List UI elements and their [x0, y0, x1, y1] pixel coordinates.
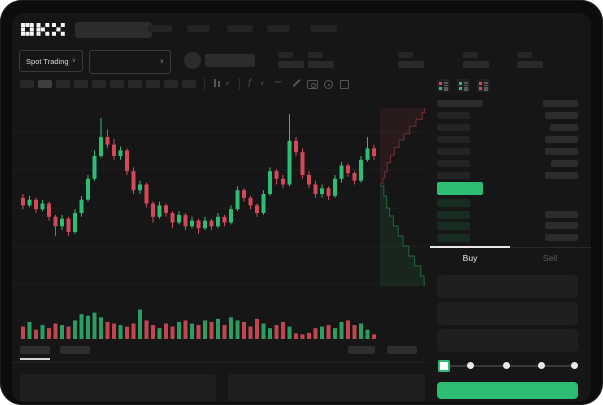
tabbar-divider: [510, 247, 591, 248]
ask-price-placeholder[interactable]: [437, 148, 470, 155]
nav-item-placeholder[interactable]: [267, 25, 290, 32]
orderbook-header-price: [437, 100, 483, 107]
toolbar-divider: [239, 78, 240, 90]
chevron-down-icon[interactable]: ∨: [225, 81, 230, 87]
okx-logo: [21, 23, 65, 36]
bid-amount-placeholder: [545, 233, 578, 241]
bid-price-placeholder[interactable]: [437, 222, 470, 230]
candlestick-chart[interactable]: [12, 93, 430, 343]
bid-price-placeholder[interactable]: [437, 199, 470, 207]
stat-value-placeholder: [463, 61, 489, 68]
fullscreen-icon[interactable]: [338, 77, 350, 89]
draw-icon[interactable]: [290, 77, 302, 89]
book-view-sells-icon[interactable]: [477, 79, 490, 92]
indicators-icon[interactable]: ƒ: [247, 77, 253, 87]
nav-item-placeholder[interactable]: [310, 25, 337, 32]
book-view-buys-icon[interactable]: [457, 79, 470, 92]
ask-price-placeholder[interactable]: [437, 136, 470, 143]
bid-price-placeholder[interactable]: [437, 210, 470, 219]
ask-price-placeholder[interactable]: [437, 112, 470, 119]
timeframe-pill[interactable]: [92, 80, 106, 88]
ask-amount-placeholder: [545, 112, 578, 119]
chart-footer-tab-active[interactable]: [20, 346, 50, 354]
nav-item-placeholder[interactable]: [187, 25, 210, 32]
slider-dot[interactable]: [571, 362, 578, 369]
app-window: Spot Trading ∨ ∨ ∨ ƒ ∨ ∼ Buy Sell: [12, 13, 591, 402]
orders-placeholder-box: [228, 374, 425, 401]
last-price-badge[interactable]: [437, 182, 483, 195]
settings-icon[interactable]: [322, 77, 334, 89]
pair-name-placeholder: [205, 54, 255, 67]
slider-dot[interactable]: [503, 362, 510, 369]
active-tab-underline: [20, 358, 50, 360]
nav-item-placeholder[interactable]: [148, 25, 172, 32]
timeframe-pill[interactable]: [128, 80, 142, 88]
timeframe-pill[interactable]: [182, 80, 196, 88]
orderbook-header-amount: [543, 100, 578, 107]
ask-amount-placeholder: [550, 124, 578, 131]
market-type-dropdown[interactable]: Spot Trading ∨: [19, 50, 83, 72]
chevron-down-icon: ∨: [159, 59, 164, 65]
timeframe-pill[interactable]: [74, 80, 88, 88]
nav-item-placeholder[interactable]: [227, 25, 253, 32]
stat-value-placeholder: [517, 61, 543, 68]
timeframe-pill[interactable]: [38, 80, 52, 88]
stat-label-placeholder: [398, 52, 413, 58]
bid-price-placeholder[interactable]: [437, 233, 470, 242]
price-input[interactable]: [437, 275, 578, 298]
timeframe-pill[interactable]: [20, 80, 34, 88]
ask-price-placeholder[interactable]: [437, 172, 470, 179]
tab-indicator: [430, 246, 510, 248]
chevron-down-icon[interactable]: ∨: [260, 81, 265, 87]
slider-dot[interactable]: [438, 360, 450, 372]
market-type-label: Spot Trading: [26, 56, 69, 66]
search-input[interactable]: [75, 22, 152, 38]
stat-label-placeholder: [278, 52, 293, 58]
bid-amount-placeholder: [545, 210, 578, 218]
stat-label-placeholder: [463, 52, 478, 58]
ask-amount-placeholder: [545, 136, 578, 143]
orders-placeholder-box: [20, 374, 216, 401]
ask-price-placeholder[interactable]: [437, 160, 470, 167]
pair-dropdown[interactable]: ∨: [89, 50, 171, 74]
depth-chart: [380, 108, 426, 286]
chevron-down-icon: ∨: [71, 58, 76, 64]
stat-label-placeholder: [517, 52, 532, 58]
tab-buy[interactable]: Buy: [462, 253, 478, 263]
total-input[interactable]: [437, 329, 578, 352]
footer-divider: [12, 362, 429, 363]
camera-icon[interactable]: [306, 77, 318, 89]
ask-amount-placeholder: [551, 160, 578, 167]
ask-price-placeholder[interactable]: [437, 124, 470, 131]
timeframe-pill[interactable]: [56, 80, 70, 88]
timeframe-pill[interactable]: [164, 80, 178, 88]
chart-footer-pill[interactable]: [387, 346, 417, 354]
ask-amount-placeholder: [545, 172, 578, 179]
tab-sell[interactable]: Sell: [542, 253, 558, 263]
slider-dot[interactable]: [467, 362, 474, 369]
stat-value-placeholder: [308, 61, 334, 68]
chart-footer-pill[interactable]: [348, 346, 375, 354]
buy-submit-button[interactable]: [437, 382, 578, 399]
ask-amount-placeholder: [545, 148, 578, 155]
slider-dot[interactable]: [538, 362, 545, 369]
chart-footer-tab[interactable]: [60, 346, 90, 354]
candle-style-icon[interactable]: [212, 77, 224, 89]
toolbar-divider: [204, 78, 205, 90]
stat-label-placeholder: [308, 52, 323, 58]
stat-value-placeholder: [278, 61, 304, 68]
book-view-both-icon[interactable]: [437, 79, 450, 92]
bid-amount-placeholder: [545, 222, 578, 229]
timeframe-pill[interactable]: [146, 80, 160, 88]
timeframe-pill[interactable]: [110, 80, 124, 88]
amount-input[interactable]: [437, 302, 578, 325]
line-wave-icon[interactable]: ∼: [274, 77, 283, 88]
stat-value-placeholder: [398, 61, 424, 68]
top-navbar: [12, 13, 591, 47]
coin-icon: [184, 52, 201, 69]
